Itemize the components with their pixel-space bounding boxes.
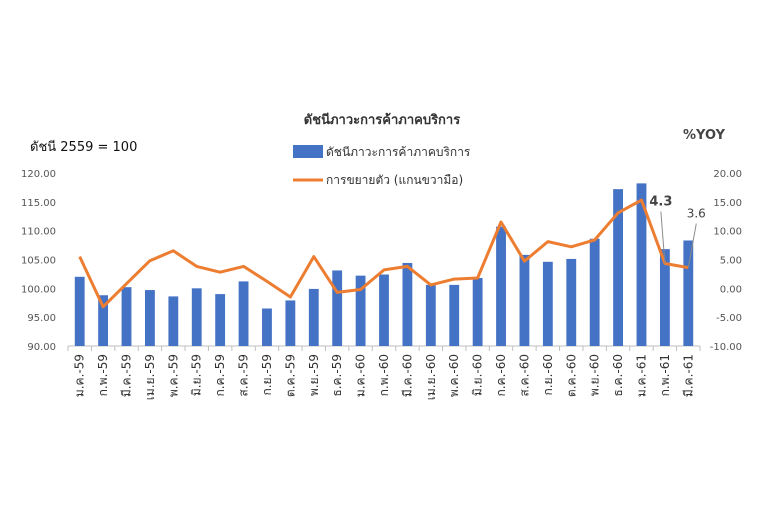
x-tick-label: เม.ย.-59 — [143, 354, 157, 400]
bar — [659, 249, 670, 346]
legend: ดัชนีภาวะการค้าภาคบริการ การขยายตัว (แกน… — [293, 145, 471, 187]
right-tick-label: -10.00 — [710, 342, 742, 353]
left-tick-label: 120.00 — [21, 169, 56, 180]
bar — [379, 274, 389, 346]
left-tick-label: 95.00 — [27, 313, 56, 324]
bar — [449, 284, 460, 346]
bar — [472, 277, 483, 346]
x-tick-label: พ.ย.-59 — [307, 354, 321, 396]
line-series — [78, 198, 689, 309]
data-label: 3.6 — [687, 207, 706, 221]
bar — [542, 261, 553, 346]
bar — [285, 300, 296, 346]
data-label-leader — [660, 211, 666, 264]
bar — [332, 270, 343, 346]
left-axis-note: ดัชนี 2559 = 100 — [30, 139, 137, 155]
x-tick-label: ธ.ค.-59 — [330, 354, 344, 397]
x-tick-label: พ.ย.-60 — [588, 354, 602, 396]
right-tick-label: 10.00 — [713, 227, 742, 238]
x-tick-label: ก.ค.-60 — [494, 354, 508, 397]
x-tick-label: ธ.ค.-60 — [611, 354, 625, 397]
x-tick-label: ส.ค.-60 — [517, 354, 531, 397]
x-tick-label: ก.พ.-60 — [377, 354, 391, 396]
right-tick-labels: -10.00 -5.00 0.00 5.00 10.00 15.00 20.00 — [710, 169, 742, 353]
x-tick-label: ม.ค.-59 — [73, 354, 87, 397]
left-tick-label: 105.00 — [21, 256, 56, 267]
x-tick-label: ม.ค.-60 — [354, 354, 368, 397]
x-tick-label: ม.ค.-61 — [634, 354, 648, 397]
bar — [308, 288, 319, 346]
bar — [683, 240, 694, 346]
chart-title: ดัชนีภาวะการค้าภาคบริการ — [304, 112, 460, 128]
x-tick-label: มี.ค.-59 — [120, 354, 134, 397]
x-tick-label: ก.ย.-59 — [260, 354, 274, 396]
bar — [425, 284, 436, 346]
x-tick-label: มี.ค.-60 — [400, 354, 414, 397]
x-tick-label: ต.ค.-60 — [564, 354, 578, 397]
data-label: 4.3 — [649, 195, 672, 210]
bar — [566, 258, 577, 346]
left-tick-label: 90.00 — [27, 342, 56, 353]
left-tick-label: 100.00 — [21, 284, 56, 295]
bar — [636, 183, 647, 346]
bar — [168, 296, 179, 346]
bar — [191, 288, 202, 346]
x-tick-label: พ.ค.-59 — [166, 354, 180, 397]
right-tick-label: 20.00 — [713, 169, 742, 180]
x-tick-label: ต.ค.-59 — [283, 354, 297, 397]
x-tick-label: ก.ค.-59 — [213, 354, 227, 397]
right-tick-label: 5.00 — [720, 256, 742, 267]
bar — [215, 294, 226, 346]
left-tick-label: 115.00 — [21, 198, 56, 209]
bar — [519, 254, 530, 346]
legend-label-bar: ดัชนีภาวะการค้าภาคบริการ — [326, 145, 471, 159]
legend-swatch-bar — [293, 145, 323, 158]
bar — [589, 238, 600, 346]
bar — [98, 295, 109, 346]
bar — [74, 276, 85, 346]
data-labels: 4.3 3.6 — [649, 195, 706, 268]
bar — [145, 290, 155, 346]
bar — [613, 189, 623, 346]
x-tick-labels: ม.ค.-59 ก.พ.-59 มี.ค.-59 เม.ย.-59 พ.ค.-59 มิ.… — [73, 354, 696, 400]
right-axis-note: %YOY — [683, 128, 726, 143]
bar — [496, 226, 506, 346]
bar — [355, 275, 366, 346]
legend-label-line: การขยายตัว (แกนขวามือ) — [326, 173, 463, 187]
x-tick-label: ก.พ.-59 — [96, 354, 110, 396]
x-tick-label: พ.ค.-60 — [447, 354, 461, 397]
x-tick-label: ก.พ.-61 — [658, 354, 672, 396]
bar — [121, 287, 132, 346]
x-tick-label: เม.ย.-60 — [424, 354, 438, 400]
bar — [238, 281, 249, 346]
left-tick-label: 110.00 — [21, 227, 56, 238]
right-tick-label: -5.00 — [716, 313, 742, 324]
x-tick-label: ส.ค.-59 — [237, 354, 251, 397]
x-tick-label: มิ.ย.-60 — [471, 354, 485, 396]
bar-series — [74, 183, 694, 346]
bar — [262, 308, 272, 346]
x-tick-label: ก.ย.-60 — [541, 354, 555, 396]
right-tick-label: 0.00 — [720, 284, 742, 295]
growth-line — [78, 198, 689, 309]
axes — [67, 345, 701, 351]
data-label-leader — [687, 223, 697, 268]
right-tick-label: 15.00 — [713, 198, 742, 209]
x-tick-label: มี.ค.-61 — [681, 354, 695, 397]
x-tick-label: มิ.ย.-59 — [190, 354, 204, 396]
bar — [402, 262, 413, 346]
left-tick-labels: 90.00 95.00 100.00 105.00 110.00 115.00 120.00 — [21, 169, 56, 353]
